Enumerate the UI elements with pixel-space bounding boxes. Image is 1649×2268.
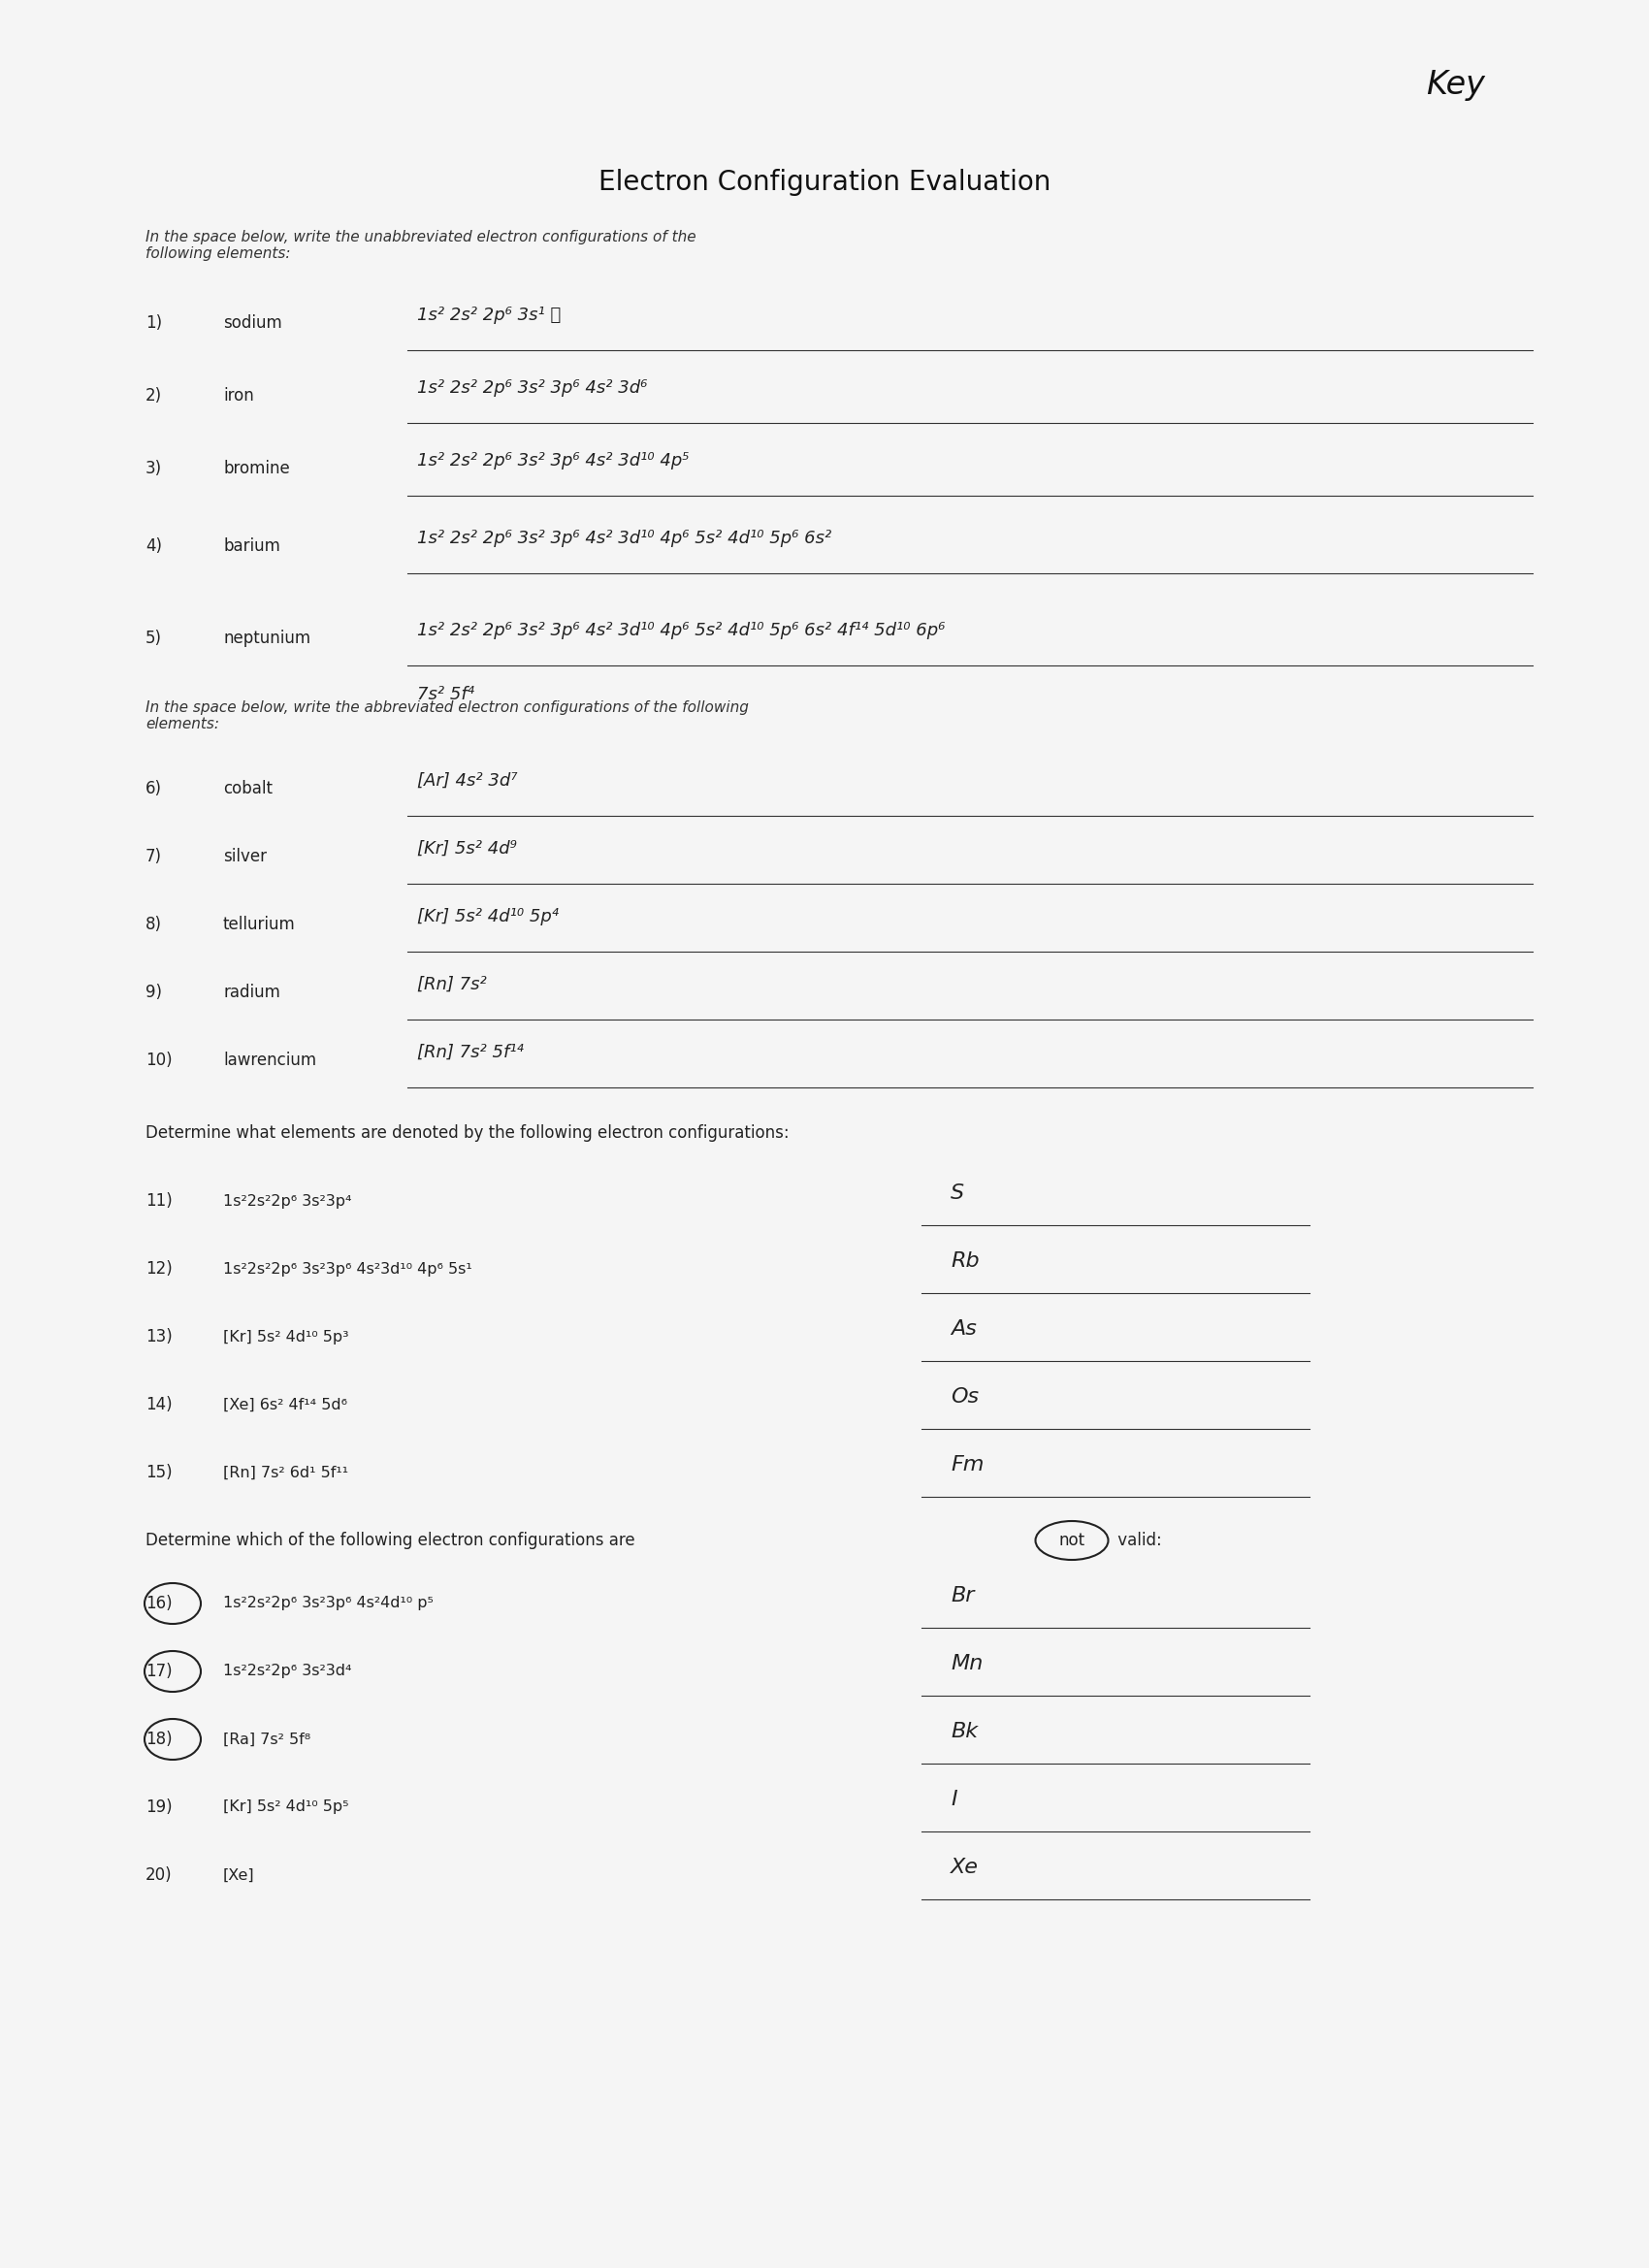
Text: Determine what elements are denoted by the following electron configurations:: Determine what elements are denoted by t… bbox=[145, 1125, 790, 1141]
Text: radium: radium bbox=[223, 984, 280, 1000]
Text: 1s²2s²2p⁶ 3s²3p⁶ 4s²3d¹⁰ 4p⁶ 5s¹: 1s²2s²2p⁶ 3s²3p⁶ 4s²3d¹⁰ 4p⁶ 5s¹ bbox=[223, 1261, 472, 1277]
Text: 4): 4) bbox=[145, 538, 162, 556]
Text: I: I bbox=[950, 1789, 956, 1810]
Text: 8): 8) bbox=[145, 916, 162, 932]
Text: [Ra] 7s² 5f⁸: [Ra] 7s² 5f⁸ bbox=[223, 1733, 310, 1746]
Text: Bk: Bk bbox=[950, 1721, 978, 1742]
Text: 7): 7) bbox=[145, 848, 162, 866]
Text: Electron Configuration Evaluation: Electron Configuration Evaluation bbox=[599, 168, 1050, 195]
Text: 2): 2) bbox=[145, 388, 162, 404]
Text: 19): 19) bbox=[145, 1799, 171, 1817]
Text: Mn: Mn bbox=[950, 1653, 983, 1674]
Text: [Rn] 7s² 5f¹⁴: [Rn] 7s² 5f¹⁴ bbox=[417, 1043, 524, 1061]
Text: 6): 6) bbox=[145, 780, 162, 798]
Text: 17): 17) bbox=[145, 1662, 171, 1681]
Text: [Ar] 4s² 3d⁷: [Ar] 4s² 3d⁷ bbox=[417, 771, 518, 789]
Text: lawrencium: lawrencium bbox=[223, 1052, 317, 1068]
Text: 1s² 2s² 2p⁶ 3s² 3p⁶ 4s² 3d¹⁰ 4p⁵: 1s² 2s² 2p⁶ 3s² 3p⁶ 4s² 3d¹⁰ 4p⁵ bbox=[417, 451, 689, 469]
Text: 13): 13) bbox=[145, 1329, 173, 1345]
Text: [Kr] 5s² 4d¹⁰ 5p⁵: [Kr] 5s² 4d¹⁰ 5p⁵ bbox=[223, 1801, 348, 1814]
Text: 18): 18) bbox=[145, 1730, 171, 1749]
Text: Key: Key bbox=[1426, 70, 1486, 102]
Text: Os: Os bbox=[950, 1388, 980, 1406]
Text: valid:: valid: bbox=[1113, 1531, 1163, 1549]
Text: [Kr] 5s² 4d⁹: [Kr] 5s² 4d⁹ bbox=[417, 839, 516, 857]
Text: 20): 20) bbox=[145, 1867, 171, 1885]
Text: cobalt: cobalt bbox=[223, 780, 272, 798]
Text: sodium: sodium bbox=[223, 315, 282, 331]
Text: 1s²2s²2p⁶ 3s²3p⁴: 1s²2s²2p⁶ 3s²3p⁴ bbox=[223, 1193, 351, 1209]
Text: [Kr] 5s² 4d¹⁰ 5p⁴: [Kr] 5s² 4d¹⁰ 5p⁴ bbox=[417, 907, 559, 925]
Text: not: not bbox=[1059, 1531, 1085, 1549]
Text: iron: iron bbox=[223, 388, 254, 404]
Text: 10): 10) bbox=[145, 1052, 171, 1068]
Text: 7s² 5f⁴: 7s² 5f⁴ bbox=[417, 685, 475, 703]
Text: tellurium: tellurium bbox=[223, 916, 295, 932]
Text: 14): 14) bbox=[145, 1395, 171, 1413]
Text: 1s² 2s² 2p⁶ 3s¹ ⯀: 1s² 2s² 2p⁶ 3s¹ ⯀ bbox=[417, 306, 561, 324]
Text: [Xe]: [Xe] bbox=[223, 1869, 254, 1882]
Text: 1s² 2s² 2p⁶ 3s² 3p⁶ 4s² 3d¹⁰ 4p⁶ 5s² 4d¹⁰ 5p⁶ 6s² 4f¹⁴ 5d¹⁰ 6p⁶: 1s² 2s² 2p⁶ 3s² 3p⁶ 4s² 3d¹⁰ 4p⁶ 5s² 4d¹… bbox=[417, 621, 945, 640]
Text: Br: Br bbox=[950, 1585, 975, 1606]
Text: S: S bbox=[950, 1184, 965, 1202]
Text: 1): 1) bbox=[145, 315, 162, 331]
Text: 1s² 2s² 2p⁶ 3s² 3p⁶ 4s² 3d⁶: 1s² 2s² 2p⁶ 3s² 3p⁶ 4s² 3d⁶ bbox=[417, 379, 648, 397]
Text: 11): 11) bbox=[145, 1193, 173, 1209]
Text: 15): 15) bbox=[145, 1463, 171, 1481]
Text: neptunium: neptunium bbox=[223, 631, 310, 646]
Text: Determine which of the following electron configurations are: Determine which of the following electro… bbox=[145, 1531, 635, 1549]
Text: In the space below, write the abbreviated electron configurations of the followi: In the space below, write the abbreviate… bbox=[145, 701, 749, 733]
Text: In the space below, write the unabbreviated electron configurations of the
follo: In the space below, write the unabbrevia… bbox=[145, 229, 696, 261]
Text: 9): 9) bbox=[145, 984, 162, 1000]
Text: [Rn] 7s²: [Rn] 7s² bbox=[417, 975, 486, 993]
Text: 5): 5) bbox=[145, 631, 162, 646]
Text: silver: silver bbox=[223, 848, 267, 866]
Text: [Xe] 6s² 4f¹⁴ 5d⁶: [Xe] 6s² 4f¹⁴ 5d⁶ bbox=[223, 1397, 348, 1413]
Text: bromine: bromine bbox=[223, 460, 290, 476]
Text: 12): 12) bbox=[145, 1261, 173, 1277]
Text: [Rn] 7s² 6d¹ 5f¹¹: [Rn] 7s² 6d¹ 5f¹¹ bbox=[223, 1465, 348, 1479]
Text: barium: barium bbox=[223, 538, 280, 556]
Text: As: As bbox=[950, 1320, 976, 1338]
Text: 3): 3) bbox=[145, 460, 162, 476]
Text: 16): 16) bbox=[145, 1594, 171, 1613]
Text: Rb: Rb bbox=[950, 1252, 980, 1270]
Text: 1s²2s²2p⁶ 3s²3d⁴: 1s²2s²2p⁶ 3s²3d⁴ bbox=[223, 1665, 351, 1678]
Text: 1s² 2s² 2p⁶ 3s² 3p⁶ 4s² 3d¹⁰ 4p⁶ 5s² 4d¹⁰ 5p⁶ 6s²: 1s² 2s² 2p⁶ 3s² 3p⁶ 4s² 3d¹⁰ 4p⁶ 5s² 4d¹… bbox=[417, 531, 831, 547]
Text: [Kr] 5s² 4d¹⁰ 5p³: [Kr] 5s² 4d¹⁰ 5p³ bbox=[223, 1329, 350, 1345]
Text: Fm: Fm bbox=[950, 1456, 984, 1474]
Text: 1s²2s²2p⁶ 3s²3p⁶ 4s²4d¹⁰ p⁵: 1s²2s²2p⁶ 3s²3p⁶ 4s²4d¹⁰ p⁵ bbox=[223, 1597, 434, 1610]
Text: Xe: Xe bbox=[950, 1857, 980, 1878]
